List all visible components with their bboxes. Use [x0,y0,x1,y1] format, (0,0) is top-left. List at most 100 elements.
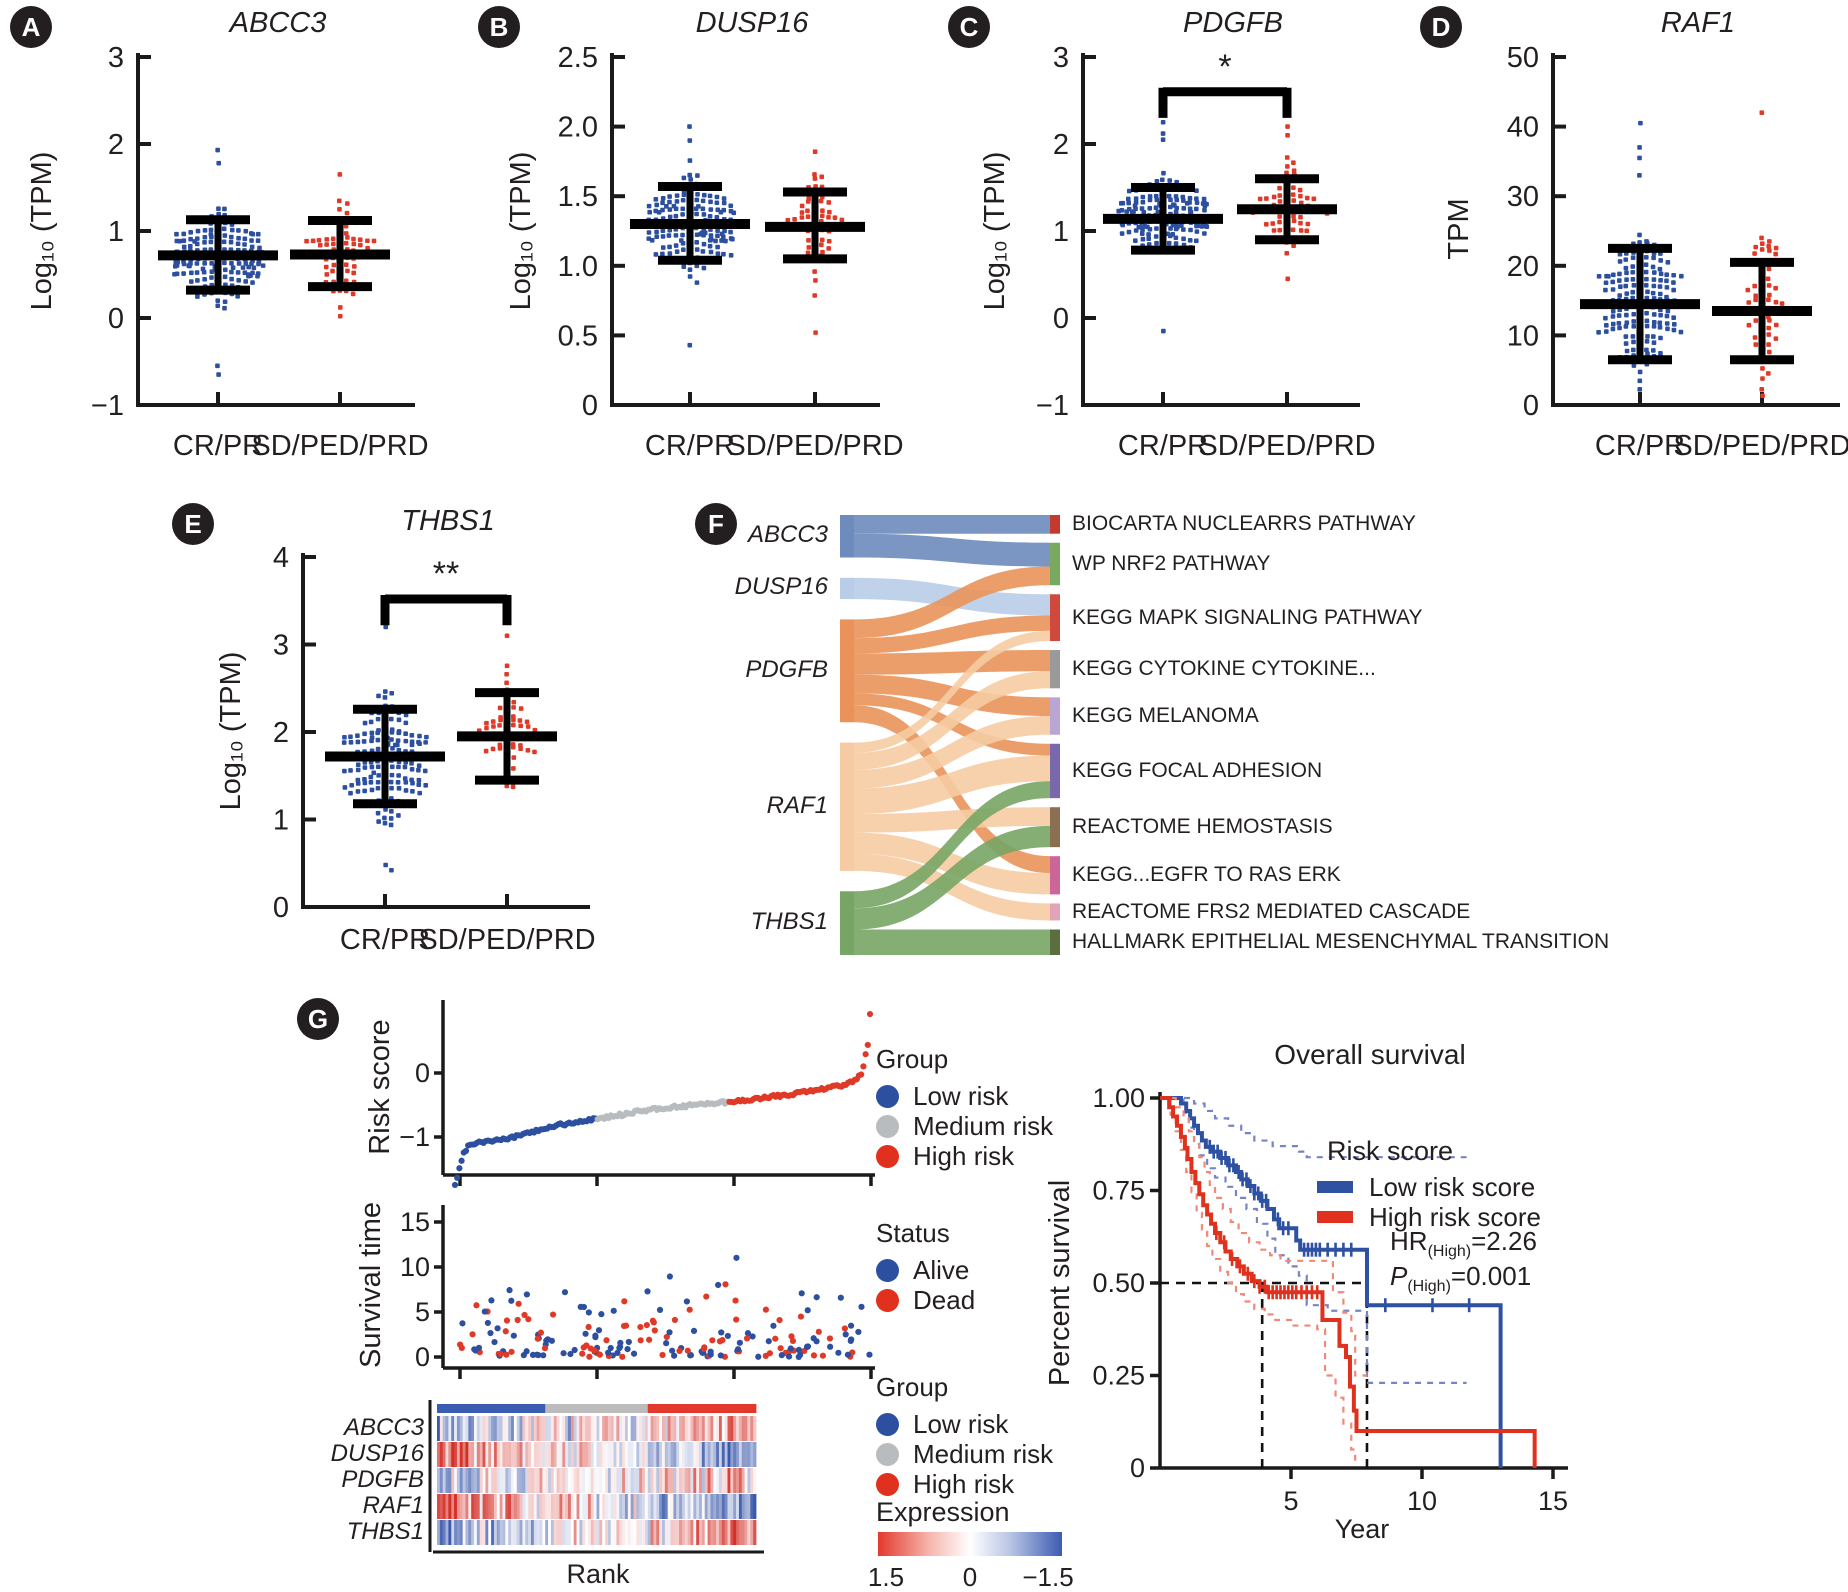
svg-text:*: * [1218,48,1231,86]
sankey-gene-label-3: RAF1 [766,791,828,819]
panel-label-c: C [948,6,990,48]
title-thbs1: THBS1 [401,505,495,537]
alive-dot [876,1258,899,1282]
svg-text:15: 15 [1538,1486,1568,1516]
svg-text:0: 0 [273,892,289,924]
heatmap-row-label-abcc3: ABCC3 [343,1414,424,1441]
hr-sub: (High) [1427,1243,1472,1261]
svg-text:4: 4 [273,542,289,574]
svg-text:1.00: 1.00 [1092,1083,1145,1113]
km-legend-item-high: High risk score [1317,1202,1541,1232]
xcat-e-crpr: CR/PR [339,924,431,956]
sankey-pathway-label-6: REACTOME HEMOSTASIS [1072,815,1333,839]
legend-item-high-risk: High risk [876,1141,1053,1171]
svg-text:0: 0 [1130,1453,1145,1483]
sankey-pathway-label-4: KEGG MELANOMA [1072,704,1259,728]
ylabel-e: Log₁₀ (TPM) [215,651,247,811]
svg-text:0.75: 0.75 [1092,1176,1145,1206]
low-risk-label-2: Low risk [913,1408,1009,1439]
svg-text:0.50: 0.50 [1092,1268,1145,1298]
svg-text:2: 2 [108,129,124,161]
svg-text:1: 1 [1053,216,1069,248]
xcat-c-sd: SD/PED/PRD [1198,430,1376,462]
sankey-pathway-label-1: WP NRF2 PATHWAY [1072,551,1271,575]
km-legend: Low risk score High risk score [1317,1172,1541,1232]
km-legend-item-low: Low risk score [1317,1172,1541,1202]
svg-text:2.5: 2.5 [558,42,598,74]
legend-item-dead: Dead [876,1285,975,1315]
km-legend-title: Risk score [1326,1136,1454,1166]
panel-label-b: B [478,6,520,48]
xcat-d-sd: SD/PED/PRD [1673,430,1848,462]
sankey-gene-label-4: THBS1 [750,908,828,936]
low-risk-dot [876,1084,899,1108]
km-hr-annotation: HR(High)=2.26 [1390,1226,1537,1261]
svg-text:15: 15 [400,1207,430,1237]
svg-text:3: 3 [108,42,124,74]
sankey-gene-label-0: ABCC3 [747,521,828,549]
legend-status-title: Status [876,1218,950,1248]
legend-item-alive: Alive [876,1255,975,1285]
sankey-diagram [840,515,1060,955]
scale-label-max: 1.5 [867,1562,905,1592]
medium-risk-dot [876,1114,899,1138]
svg-text:1.0: 1.0 [558,251,598,283]
km-xlabel: Year [1334,1514,1390,1544]
dead-label: Dead [913,1284,976,1315]
heatmap-row-label-dusp16: DUSP16 [330,1440,424,1467]
svg-text:3: 3 [273,630,289,662]
km-legend-low-label: Low risk score [1369,1171,1536,1202]
low-risk-label: Low risk [913,1080,1009,1111]
sankey-pathway-label-3: KEGG CYTOKINE CYTOKINE... [1072,657,1376,681]
ylabel-a: Log₁₀ (TPM) [26,151,58,311]
legend2-item-medium-risk: Medium risk [876,1439,1053,1469]
low-risk-dot-2 [876,1412,899,1436]
scale-label-zero: 0 [962,1562,978,1592]
dotplot-C: −1 0 1 2 3 * [1036,42,1360,422]
svg-text:20: 20 [1507,251,1539,283]
medium-risk-dot-2 [876,1442,899,1466]
legend-group-2: Group Low risk Medium risk High risk [876,1372,1053,1499]
legend-item-low-risk: Low risk [876,1081,1053,1111]
sankey-pathway-label-5: KEGG FOCAL ADHESION [1072,758,1323,782]
dotplot-B: 0 0.5 1.0 1.5 2.0 2.5 [558,42,880,422]
high-risk-label: High risk [913,1140,1015,1171]
svg-text:0: 0 [1523,390,1539,422]
svg-text:1: 1 [273,805,289,837]
svg-text:30: 30 [1507,181,1539,213]
svg-text:−1: −1 [1036,390,1069,422]
svg-text:0.25: 0.25 [1092,1361,1145,1391]
ylabel-c: Log₁₀ (TPM) [979,151,1011,311]
sankey-gene-label-2: PDGFB [745,655,828,683]
hr-base: HR [1390,1226,1428,1256]
xcat-a-sd: SD/PED/PRD [251,430,429,462]
svg-text:0.5: 0.5 [558,320,598,352]
svg-text:0: 0 [415,1058,430,1088]
expression-colorbar [878,1532,1062,1556]
sankey-pathway-label-9: HALLMARK EPITHELIAL MESENCHYMAL TRANSITI… [1072,930,1610,954]
sankey-gene-label-1: DUSP16 [734,573,828,601]
svg-text:3: 3 [1053,42,1069,74]
p-value: =0.001 [1450,1261,1532,1291]
svg-text:2: 2 [273,717,289,749]
km-legend-high-label: High risk score [1369,1201,1541,1232]
svg-text:5: 5 [1283,1486,1298,1516]
svg-text:1: 1 [108,216,124,248]
svg-text:10: 10 [1507,320,1539,352]
heatmap-row-label-thbs1: THBS1 [346,1518,424,1545]
legend-group-2-title: Group [876,1372,949,1402]
svg-text:50: 50 [1507,42,1539,74]
high-risk-label-2: High risk [913,1468,1015,1499]
legend-status: Status Alive Dead [876,1218,975,1315]
legend2-item-high-risk: High risk [876,1469,1053,1499]
medium-risk-label-2: Medium risk [913,1438,1054,1469]
alive-label: Alive [913,1254,970,1285]
xcat-d-crpr: CR/PR [1594,430,1686,462]
svg-text:0: 0 [582,390,598,422]
dead-dot [876,1288,899,1312]
svg-text:0: 0 [1053,303,1069,335]
svg-text:2: 2 [1053,129,1069,161]
panel-label-d: D [1420,6,1462,48]
xcat-c-crpr: CR/PR [1117,430,1209,462]
